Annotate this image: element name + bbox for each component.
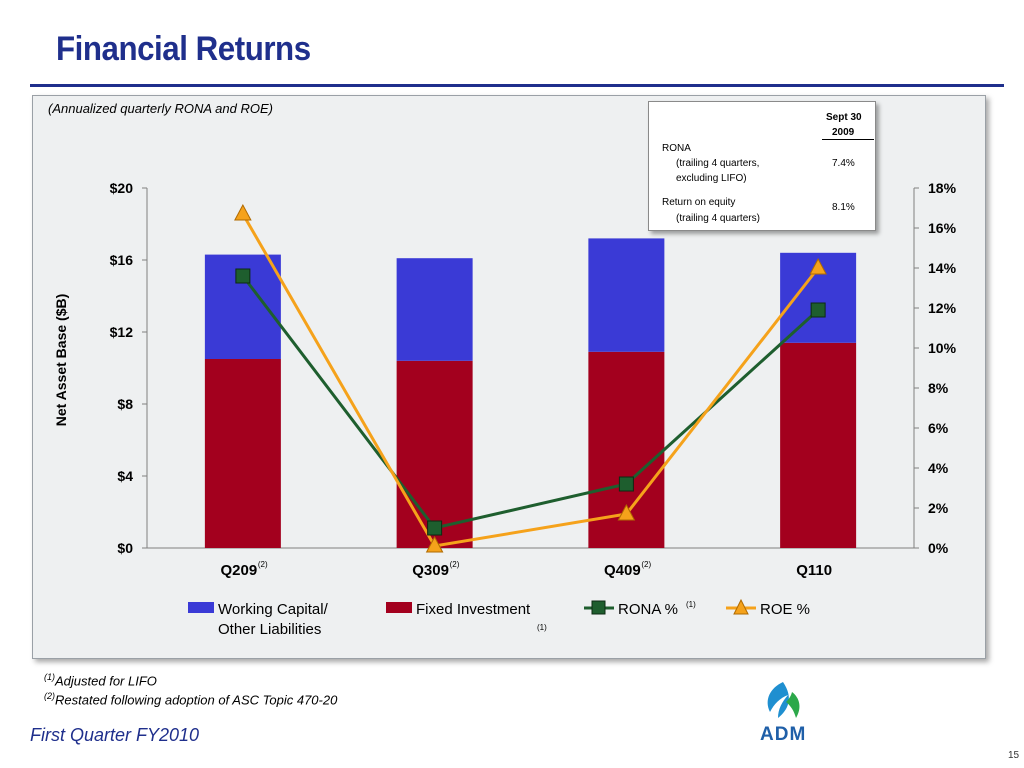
legend-marker-rona — [591, 600, 606, 615]
y-tick-label-right: 0% — [928, 540, 949, 556]
legend-rona-superscript: (1) — [686, 600, 696, 609]
y-tick-label-left: $0 — [117, 540, 133, 556]
legend-fixed-superscript: (1) — [537, 623, 547, 632]
y-tick-label-right: 18% — [928, 180, 957, 196]
table-roe-value: 8.1% — [832, 202, 855, 213]
line-roe — [241, 213, 820, 548]
y-axis-title: Net Asset Base ($B) — [53, 294, 69, 427]
bar-working — [588, 238, 665, 352]
bar-fixed — [780, 342, 857, 548]
table-rona-sub1: (trailing 4 quarters, — [676, 158, 760, 169]
page-title: Financial Returns — [56, 30, 311, 68]
legend-swatch-fixed-investment — [386, 602, 412, 613]
legend-label-rona: RONA % — [618, 601, 678, 618]
footnote-1-text: Adjusted for LIFO — [55, 673, 157, 689]
footnote-2: (2)Restated following adoption of ASC To… — [44, 691, 337, 707]
table-roe-label: Return on equity — [662, 197, 736, 208]
x-tick-label: Q309 — [412, 562, 449, 579]
footer-period: First Quarter FY2010 — [30, 725, 200, 745]
page-number: 15 — [1008, 750, 1020, 761]
marker-rona — [810, 302, 826, 318]
y-tick-label-right: 4% — [928, 460, 949, 476]
y-tick-label-right: 12% — [928, 300, 957, 316]
y-tick-label-left: $12 — [110, 324, 134, 340]
table-rona-value: 7.4% — [832, 158, 855, 169]
logo-text: ADM — [760, 724, 807, 745]
footnote-1: (1)Adjusted for LIFO — [44, 672, 157, 688]
table-header-rule — [822, 139, 874, 140]
x-tick-label: Q409 — [604, 562, 641, 579]
legend-marker-roe — [733, 598, 749, 615]
footnote-2-text: Restated following adoption of ASC Topic… — [55, 692, 338, 708]
chart-subtitle: (Annualized quarterly RONA and ROE) — [48, 101, 273, 116]
y-tick-label-left: $16 — [110, 252, 134, 268]
y-tick-label-left: $8 — [117, 396, 133, 412]
table-rona-label: RONA — [662, 143, 691, 154]
footnote-2-mark: (2) — [44, 691, 55, 701]
y-tick-label-right: 10% — [928, 340, 957, 356]
legend-label-roe: ROE % — [760, 601, 810, 618]
title-divider — [30, 84, 1004, 87]
marker-roe — [809, 257, 827, 275]
legend-swatch-working-capital — [188, 602, 214, 613]
table-roe-sub: (trailing 4 quarters) — [676, 213, 760, 224]
bar-fixed — [204, 359, 281, 548]
returns-table — [648, 101, 876, 231]
marker-roe — [234, 203, 252, 221]
marker-rona — [235, 268, 251, 284]
marker-roe — [425, 535, 444, 553]
y-tick-label-right: 8% — [928, 380, 949, 396]
y-tick-label-right: 6% — [928, 420, 949, 436]
table-rona-sub2: excluding LIFO) — [676, 173, 747, 184]
legend-label-fixed-investment: Fixed Investment — [416, 601, 531, 618]
y-tick-label-right: 2% — [928, 500, 949, 516]
marker-roe — [617, 503, 636, 521]
x-tick-superscript: (2) — [450, 560, 460, 569]
bar-working — [396, 258, 473, 361]
y-tick-label-right: 14% — [928, 260, 957, 276]
legend-label-working-capital-line1: Working Capital/ — [218, 601, 329, 618]
adm-logo-icon — [767, 682, 800, 718]
footnote-1-mark: (1) — [44, 672, 55, 682]
marker-rona — [618, 476, 634, 492]
line-rona — [241, 275, 820, 530]
x-tick-superscript: (2) — [641, 560, 651, 569]
y-tick-label-left: $20 — [110, 180, 134, 196]
x-tick-superscript: (2) — [258, 560, 268, 569]
table-header-date: Sept 30 — [826, 112, 862, 123]
table-header-year: 2009 — [832, 127, 855, 138]
y-tick-label-right: 16% — [928, 220, 957, 236]
x-tick-label: Q110 — [796, 562, 832, 579]
legend-label-working-capital-line2: Other Liabilities — [218, 621, 321, 638]
y-tick-label-left: $4 — [117, 468, 133, 484]
x-tick-label: Q209 — [221, 562, 258, 579]
bar-fixed — [396, 360, 473, 548]
marker-rona — [427, 520, 443, 536]
